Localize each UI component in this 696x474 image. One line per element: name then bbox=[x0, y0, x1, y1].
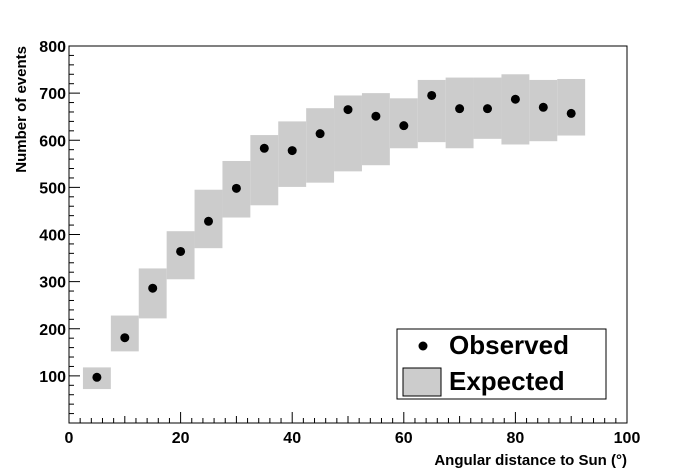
y-axis-label: Number of events bbox=[13, 46, 30, 173]
y-tick-label: 300 bbox=[39, 275, 66, 292]
expected-band-90 bbox=[557, 78, 586, 136]
observed-point-25 bbox=[204, 216, 213, 226]
y-tick-label: 800 bbox=[39, 39, 66, 56]
observed-point-20 bbox=[176, 246, 186, 256]
y-axis: 100 200 300 400 500 600 700 800 bbox=[39, 39, 80, 424]
x-axis-label: Angular distance to Sun (°) bbox=[434, 452, 627, 469]
expected-band-15 bbox=[138, 268, 167, 319]
expected-band-55 bbox=[361, 93, 390, 166]
x-tick-label: 20 bbox=[172, 430, 190, 447]
expected-band-80 bbox=[501, 74, 530, 145]
observed-point-10 bbox=[120, 333, 130, 343]
x-axis: 0 20 40 60 80 100 bbox=[65, 412, 641, 447]
observed-point-60 bbox=[399, 121, 409, 131]
y-tick-label: 400 bbox=[39, 228, 66, 245]
x-tick-label: 0 bbox=[65, 430, 74, 447]
y-tick-label: 700 bbox=[39, 86, 66, 103]
observed-points bbox=[92, 90, 576, 382]
x-tick-label: 60 bbox=[395, 430, 413, 447]
observed-point-70 bbox=[455, 104, 465, 114]
observed-point-65 bbox=[427, 90, 437, 100]
legend-expected-swatch bbox=[402, 367, 442, 397]
y-tick-label: 600 bbox=[39, 133, 66, 150]
expected-band-65 bbox=[417, 79, 446, 143]
observed-point-40 bbox=[287, 146, 297, 156]
observed-point-15 bbox=[148, 283, 158, 293]
observed-point-75 bbox=[483, 104, 492, 114]
observed-point-55 bbox=[371, 111, 381, 121]
legend-expected-label: Expected bbox=[449, 366, 565, 396]
y-tick-label: 500 bbox=[39, 180, 66, 197]
observed-point-90 bbox=[566, 108, 576, 118]
x-tick-label: 100 bbox=[614, 430, 641, 447]
observed-point-50 bbox=[343, 105, 353, 115]
legend-observed-marker bbox=[418, 341, 428, 351]
observed-point-35 bbox=[259, 143, 269, 153]
x-tick-label: 40 bbox=[283, 430, 301, 447]
observed-point-80 bbox=[510, 94, 520, 104]
observed-point-45 bbox=[315, 129, 325, 139]
x-tick-label: 80 bbox=[507, 430, 525, 447]
observed-point-30 bbox=[231, 183, 241, 193]
observed-point-85 bbox=[538, 102, 548, 112]
y-tick-label: 200 bbox=[39, 322, 66, 339]
legend-observed-label: Observed bbox=[449, 330, 569, 360]
expected-bands bbox=[82, 74, 586, 390]
observed-point-5 bbox=[92, 372, 102, 382]
y-tick-label: 100 bbox=[39, 369, 66, 386]
expected-band-45 bbox=[306, 108, 335, 183]
legend: Observed Expected bbox=[396, 328, 607, 400]
